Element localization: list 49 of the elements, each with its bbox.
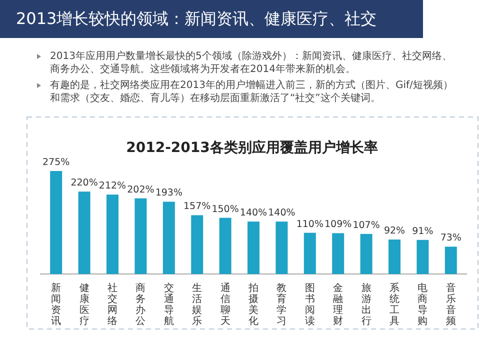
x-tick-label: 交通导航 <box>164 282 174 327</box>
bar <box>162 202 175 274</box>
data-label: 212% <box>98 180 126 192</box>
x-tick-label: 拍摄美化 <box>248 282 258 327</box>
bar <box>50 171 62 274</box>
x-tick-label: 电商导购 <box>418 282 428 327</box>
bar <box>191 215 204 274</box>
data-label: 202% <box>127 184 154 196</box>
x-tick-label: 新闻资讯 <box>51 282 62 327</box>
x-tick-label: 通信聊天 <box>220 282 230 327</box>
data-label: 91% <box>412 226 434 237</box>
data-label: 275% <box>42 157 70 168</box>
x-tick-label: 金融理财 <box>333 282 344 327</box>
bar <box>444 246 457 274</box>
bar <box>134 198 147 274</box>
data-label: 140% <box>240 208 268 219</box>
data-label: 73% <box>440 232 462 244</box>
bar <box>304 232 316 274</box>
x-tick-label: 生活娱乐 <box>192 282 202 327</box>
x-tick-label: 系统工具 <box>390 282 400 327</box>
data-label: 110% <box>296 218 324 230</box>
bar <box>360 234 372 274</box>
data-label: 140% <box>268 208 296 219</box>
bar <box>388 240 400 274</box>
data-label: 193% <box>155 188 182 199</box>
x-tick-label: 教育学习 <box>276 283 287 327</box>
chart-title: 2012-2013各类别应用覆盖用户增长率 <box>126 139 378 156</box>
data-label: 109% <box>324 219 352 230</box>
x-tick-label: 音乐音频 <box>446 282 456 327</box>
x-tick-label: 商务办公 <box>136 282 146 327</box>
bar <box>416 240 429 274</box>
bar <box>248 222 260 274</box>
bar <box>276 222 288 274</box>
text: 2013增长较快的领域：新闻资讯、健康医疗、社交 <box>0 0 423 38</box>
x-tick-label: 旅游出行 <box>361 282 372 327</box>
x-tick-label: 社交网络 <box>108 282 118 327</box>
text: 2013年应用用户数量增长最快的5个领域（除游戏外）：新闻资讯、健康医疗、社交网络、商务办公、交通导航。这些领域将为开发者在2014年带来新的机会。 <box>50 50 453 76</box>
data-label: 107% <box>352 220 380 231</box>
x-tick-label: 健康医疗 <box>79 283 90 327</box>
data-label: 150% <box>212 204 239 215</box>
data-label: 92% <box>384 226 406 237</box>
bar <box>106 194 118 274</box>
data-label: 157% <box>184 201 211 212</box>
bar <box>332 233 344 274</box>
text: 有趣的是，社交网络类应用在2013年的用户增幅进入前三，新的方式（图片、Gif/短视频）和需求（交友、婚恋、育儿等）在移动层面重新激活了“社交”这个关键词。 <box>50 79 454 105</box>
data-label: 220% <box>70 178 98 189</box>
x-tick-label: 图书阅读 <box>304 283 315 327</box>
bar <box>219 218 232 274</box>
bar <box>78 192 90 274</box>
